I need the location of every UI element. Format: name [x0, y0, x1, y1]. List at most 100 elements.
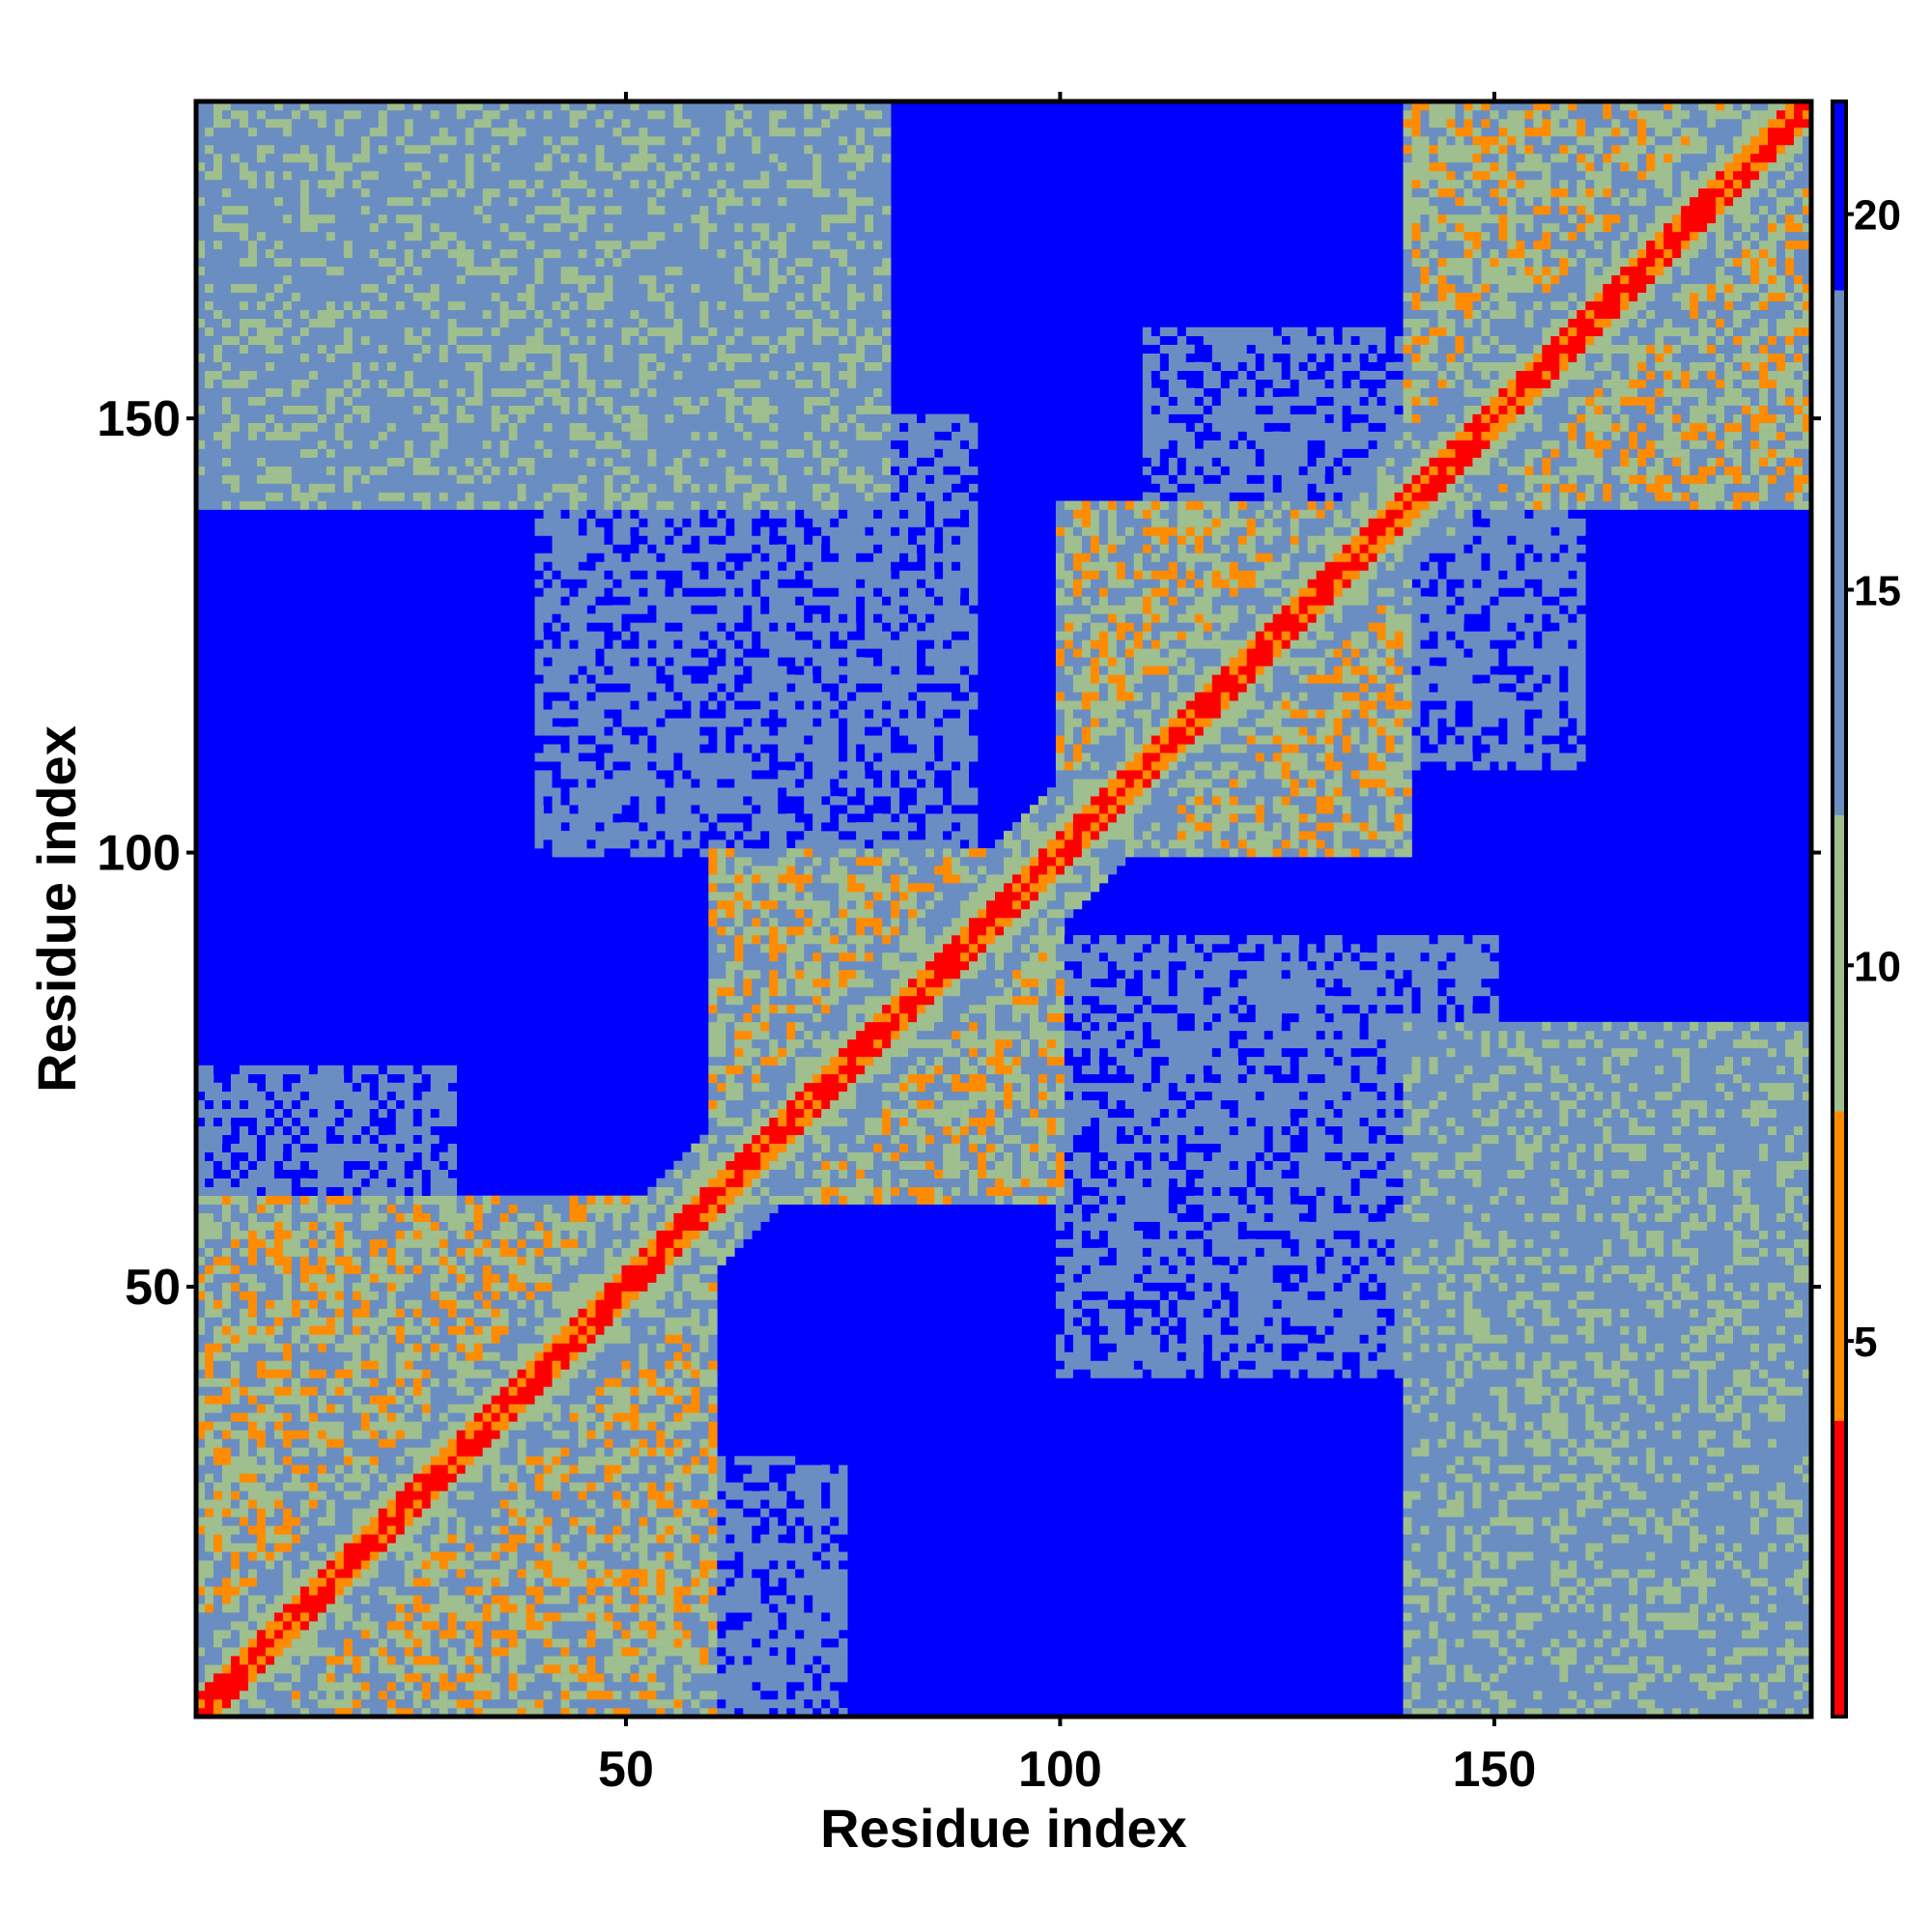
heatmap-cell: [552, 1604, 561, 1613]
heatmap-cell: [317, 170, 327, 181]
heatmap-cell: [447, 144, 457, 155]
heatmap-cell: [291, 231, 301, 242]
heatmap-cell: [213, 1238, 223, 1248]
heatmap-cell: [221, 144, 232, 155]
heatmap-cell: [491, 448, 500, 458]
heatmap-cell: [352, 1230, 362, 1239]
heatmap-cell: [491, 283, 500, 294]
heatmap-cell: [230, 361, 241, 371]
heatmap-cell: [465, 1621, 474, 1631]
heatmap-cell: [473, 1334, 483, 1344]
heatmap-cell: [473, 1230, 483, 1239]
heatmap-cell: [326, 1099, 336, 1110]
heatmap-cell: [273, 127, 284, 137]
heatmap-cell: [404, 500, 414, 510]
heatmap-cell: [439, 1082, 448, 1093]
heatmap-cell: [196, 1673, 206, 1683]
heatmap-cell: [308, 1404, 319, 1413]
heatmap-cell: [369, 1656, 380, 1665]
heatmap-cell: [343, 292, 354, 302]
heatmap-cell: [265, 292, 275, 302]
heatmap-cell: [239, 1595, 249, 1605]
heatmap-cell: [239, 457, 249, 467]
heatmap-cell: [360, 1091, 371, 1101]
heatmap-cell: [378, 1264, 388, 1274]
heatmap-cell: [230, 231, 241, 242]
heatmap-cell: [482, 213, 492, 224]
heatmap-cell: [386, 1412, 397, 1422]
heatmap-cell: [282, 1447, 293, 1457]
heatmap-cell: [291, 1656, 301, 1665]
heatmap-cell: [517, 1299, 526, 1309]
heatmap-cell: [213, 335, 223, 345]
heatmap-cell: [421, 466, 432, 475]
heatmap-cell: [256, 1438, 267, 1448]
heatmap-cell: [430, 1682, 440, 1691]
heatmap-cell: [482, 1282, 492, 1292]
heatmap-cell: [291, 344, 301, 354]
heatmap-cell: [517, 1256, 526, 1265]
heatmap-cell: [196, 187, 206, 198]
heatmap-cell: [526, 1630, 535, 1639]
heatmap-cell: [265, 1282, 275, 1292]
heatmap-cell: [352, 1125, 362, 1136]
heatmap-cell: [299, 387, 310, 397]
heatmap-cell: [491, 127, 500, 137]
heatmap-cell: [508, 101, 518, 111]
heatmap-cell: [317, 1473, 327, 1483]
heatmap-cell: [552, 666, 561, 675]
heatmap-cell: [552, 535, 561, 545]
heatmap-cell: [482, 1378, 492, 1387]
heatmap-cell: [421, 1230, 432, 1239]
heatmap-cell: [204, 353, 214, 362]
heatmap-cell: [247, 422, 258, 432]
heatmap-cell: [291, 170, 301, 181]
heatmap-cell: [534, 779, 544, 788]
heatmap-cell: [508, 1508, 518, 1518]
heatmap-cell: [534, 1508, 544, 1518]
heatmap-cell: [196, 222, 206, 233]
heatmap-cell: [326, 1438, 336, 1448]
heatmap-cell: [204, 1134, 214, 1145]
heatmap-cell: [386, 1143, 397, 1152]
heatmap-cell: [230, 292, 241, 302]
heatmap-cell: [378, 1395, 388, 1405]
heatmap-cell: [221, 1256, 232, 1265]
heatmap-cell: [499, 1586, 509, 1596]
heatmap-cell: [273, 440, 284, 449]
heatmap-cell: [308, 1473, 319, 1483]
heatmap-cell: [543, 344, 553, 354]
heatmap-cell: [221, 1334, 232, 1344]
heatmap-cell: [369, 187, 380, 198]
heatmap-cell: [291, 1664, 301, 1674]
heatmap-cell: [247, 1343, 258, 1352]
heatmap-cell: [421, 1438, 432, 1448]
heatmap-cell: [204, 1099, 214, 1110]
heatmap-cell: [473, 144, 483, 155]
heatmap-cell: [447, 1517, 457, 1526]
heatmap-cell: [282, 1430, 293, 1439]
heatmap-cell: [239, 213, 249, 224]
heatmap-cell: [543, 187, 553, 198]
heatmap-cell: [465, 1264, 474, 1274]
heatmap-cell: [508, 327, 518, 337]
heatmap-cell: [204, 1664, 214, 1674]
heatmap-cell: [308, 1117, 319, 1127]
heatmap-cell: [273, 187, 284, 198]
heatmap-cell: [421, 353, 432, 362]
heatmap-cell: [412, 1656, 423, 1665]
heatmap-cell: [299, 205, 310, 215]
heatmap-cell: [447, 500, 457, 510]
heatmap-cell: [308, 1238, 319, 1248]
heatmap-cell: [273, 413, 284, 423]
heatmap-cell: [552, 474, 561, 484]
heatmap-cell: [552, 648, 561, 658]
heatmap-cell: [447, 1595, 457, 1605]
heatmap-cell: [395, 353, 406, 362]
heatmap-cell: [508, 405, 518, 414]
heatmap-cell: [369, 1360, 380, 1370]
heatmap-cell: [404, 1595, 414, 1605]
heatmap-cell: [447, 1204, 457, 1213]
heatmap-cell: [543, 1212, 553, 1222]
heatmap-cell: [230, 196, 241, 207]
